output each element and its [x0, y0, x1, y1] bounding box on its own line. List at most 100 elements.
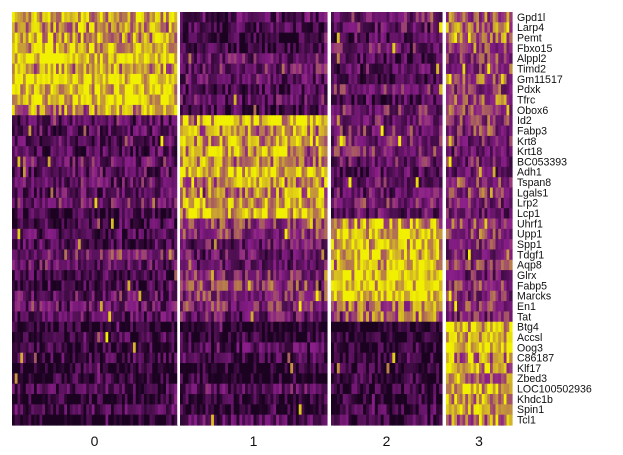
heatmap-cell [36, 135, 41, 147]
heatmap-cell [290, 104, 294, 116]
heatmap-cell [211, 301, 215, 313]
heatmap-cell [287, 280, 291, 292]
heatmap-cell [264, 53, 269, 65]
heatmap-cell [141, 394, 145, 405]
heatmap-cell [36, 290, 41, 302]
heatmap-cell [31, 125, 35, 137]
heatmap-cell [307, 383, 311, 395]
heatmap-cell [64, 363, 68, 374]
heatmap-cell [219, 342, 224, 354]
heatmap-cell [310, 208, 314, 220]
heatmap-cell [236, 32, 240, 44]
heatmap-cell [138, 125, 142, 137]
heatmap-cell [127, 259, 131, 271]
heatmap-cell [278, 32, 283, 44]
heatmap-cell [345, 84, 350, 96]
heatmap-cell [163, 12, 167, 23]
heatmap-cell [273, 290, 277, 302]
heatmap-cell [290, 177, 294, 189]
heatmap-cell [50, 197, 54, 209]
heatmap-cell [267, 404, 272, 416]
heatmap-cell [130, 208, 134, 220]
heatmap-cell [12, 187, 16, 199]
heatmap-cell [247, 73, 252, 85]
heatmap-cell [208, 414, 212, 426]
heatmap-cell [69, 177, 74, 189]
heatmap-cell [61, 84, 65, 96]
heatmap-cell [146, 301, 151, 313]
heatmap-cell [130, 301, 134, 313]
heatmap-cell [133, 414, 137, 426]
heatmap-cell [295, 63, 300, 75]
heatmap-cell [331, 53, 335, 65]
heatmap-cell [67, 42, 71, 54]
heatmap-cell [78, 394, 82, 405]
heatmap-cell [199, 342, 204, 354]
heatmap-cell [182, 280, 187, 292]
heatmap-cell [293, 166, 297, 178]
heatmap-cell [127, 125, 131, 137]
heatmap-cell [284, 73, 289, 85]
heatmap-cell [17, 414, 21, 426]
heatmap-cell [64, 42, 68, 54]
heatmap-cell [191, 249, 195, 261]
heatmap-cell [83, 166, 87, 178]
heatmap-cell [310, 394, 314, 405]
heatmap-cell [64, 270, 68, 282]
heatmap-cell [122, 63, 126, 75]
heatmap-cell [259, 187, 263, 199]
heatmap-cell [406, 94, 411, 106]
heatmap-cell [80, 22, 85, 34]
heatmap-cell [20, 104, 24, 116]
heatmap-cell [188, 239, 192, 251]
heatmap-cell [386, 125, 391, 137]
heatmap-cell [97, 352, 101, 364]
heatmap-cell [97, 177, 101, 189]
heatmap-cell [58, 259, 63, 271]
heatmap-cell [264, 383, 269, 395]
heatmap-cell [122, 259, 126, 271]
heatmap-cell [67, 373, 71, 385]
heatmap-cell [39, 22, 43, 34]
heatmap-cell [91, 218, 96, 230]
heatmap-cell [180, 321, 184, 333]
heatmap-cell [261, 197, 266, 209]
heatmap-cell [185, 177, 190, 189]
heatmap-cell [371, 12, 376, 23]
heatmap-cell [86, 249, 90, 261]
heatmap-cell [141, 228, 145, 240]
heatmap-cell [216, 187, 221, 199]
heatmap-cell [116, 311, 120, 323]
heatmap-cell [307, 197, 311, 209]
heatmap-cell [141, 166, 145, 178]
heatmap-cell [20, 259, 24, 271]
heatmap-cell [127, 208, 131, 220]
heatmap-cell [191, 156, 195, 168]
heatmap-cell [267, 218, 272, 230]
heatmap-cell [261, 363, 266, 374]
heatmap-cell [14, 332, 19, 343]
heatmap-cell [315, 42, 320, 54]
heatmap-cell [324, 239, 328, 251]
heatmap-cell [94, 290, 98, 302]
heatmap-cell [105, 187, 109, 199]
heatmap-cell [401, 53, 405, 65]
heatmap-cell [250, 104, 255, 116]
heatmap-cell [36, 197, 41, 209]
heatmap-cell [270, 321, 274, 333]
heatmap-cell [278, 12, 283, 23]
heatmap-cell [242, 166, 246, 178]
heatmap-cell [75, 363, 79, 374]
heatmap-cell [202, 332, 207, 343]
heatmap-cell [53, 311, 57, 323]
heatmap-cell [196, 290, 201, 302]
heatmap-cell [205, 146, 209, 158]
heatmap-cell [281, 104, 286, 116]
heatmap-cell [374, 104, 379, 116]
heatmap-cell [14, 363, 19, 374]
heatmap-cell [75, 321, 79, 333]
heatmap-cell [389, 104, 393, 116]
heatmap-cell [182, 73, 187, 85]
heatmap-cell [61, 12, 65, 23]
heatmap-cell [163, 270, 167, 282]
